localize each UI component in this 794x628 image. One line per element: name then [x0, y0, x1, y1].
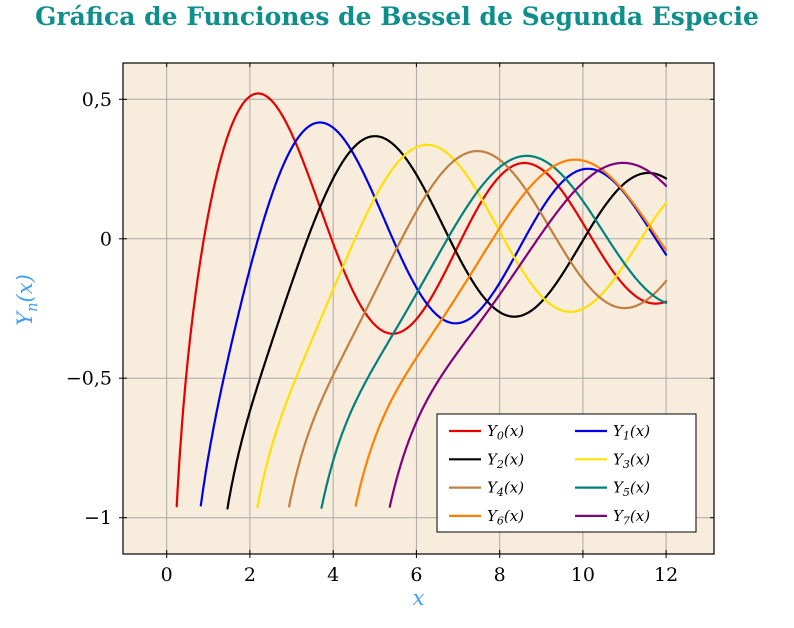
- x-tick-label: 6: [410, 564, 422, 586]
- legend-label-Y5: Y5(x): [613, 479, 650, 500]
- curve-Y6: [354, 158, 668, 507]
- y-tick-label: −0,5: [66, 368, 112, 390]
- y-label-tail: (x): [12, 274, 37, 303]
- legend-label-Y3: Y3(x): [613, 450, 650, 471]
- y-tick-label: 0: [100, 228, 112, 250]
- curve-Y5: [320, 154, 668, 509]
- y-label-base: Y: [12, 311, 37, 326]
- x-axis-label: x: [412, 586, 425, 610]
- chart-title: Gráfica de Funciones de Bessel de Segund…: [35, 2, 759, 31]
- curve-Y1: [199, 121, 668, 507]
- curve-Y2: [226, 135, 668, 510]
- plot-border: [122, 62, 715, 555]
- legend-label-Y0: Y0(x): [487, 422, 524, 443]
- x-tick-label: 10: [571, 564, 595, 586]
- y-axis-label: Yn(x): [13, 274, 41, 326]
- curve-Y4: [288, 150, 668, 508]
- legend-label-Y6: Y6(x): [487, 507, 524, 528]
- x-tick-label: 4: [327, 564, 339, 586]
- legend-label-Y4: Y4(x): [487, 479, 524, 500]
- curve-Y0: [175, 92, 668, 508]
- curve-Y7: [388, 161, 668, 508]
- y-tick-label: −1: [84, 507, 112, 529]
- x-tick-label: 12: [654, 564, 678, 586]
- legend: [436, 413, 697, 533]
- x-tick-label: 8: [494, 564, 506, 586]
- x-tick-label: 2: [244, 564, 256, 586]
- y-tick-label: 0,5: [82, 89, 112, 111]
- legend-label-Y7: Y7(x): [613, 507, 650, 528]
- legend-label-Y2: Y2(x): [487, 450, 524, 471]
- x-tick-label: 0: [161, 564, 173, 586]
- y-label-sub: n: [24, 302, 42, 312]
- curve-Y3: [256, 143, 668, 509]
- legend-label-Y1: Y1(x): [613, 422, 650, 443]
